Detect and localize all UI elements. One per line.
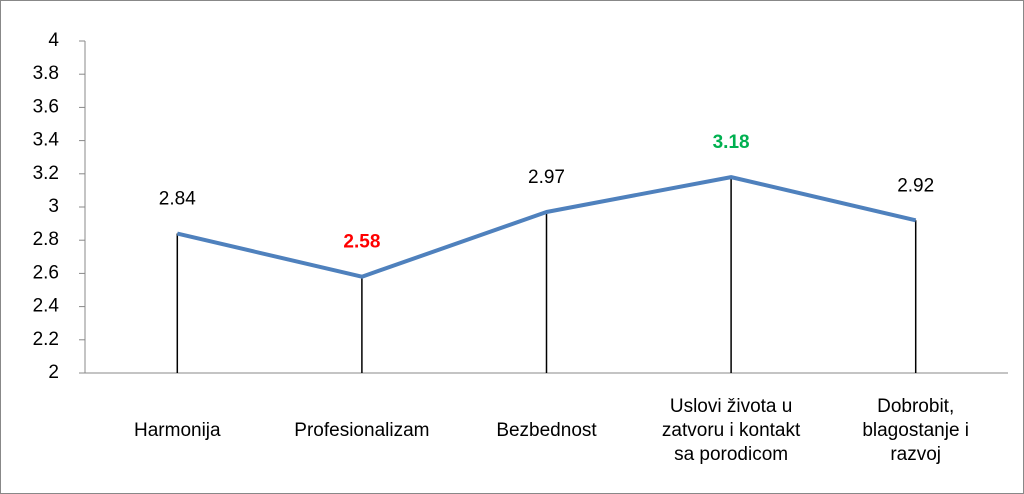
x-tick-label: Profesionalizam	[294, 420, 430, 441]
y-tick-label: 3.6	[33, 96, 59, 117]
x-tick-label: Bezbednost	[496, 420, 597, 441]
y-tick-label: 3.8	[33, 63, 59, 84]
y-tick-label: 4	[48, 30, 59, 51]
x-tick-label: Harmonija	[134, 420, 221, 441]
y-tick-label: 2.2	[33, 329, 59, 350]
data-label: 2.97	[528, 167, 565, 188]
y-tick-label: 3.2	[33, 163, 59, 184]
y-tick-label: 3.4	[33, 130, 60, 151]
x-tick-label: Uslovi života u zatvoru i kontakt sa por…	[661, 396, 801, 465]
data-label: 2.84	[159, 189, 196, 210]
data-line	[176, 175, 917, 279]
y-tick-label: 2.4	[33, 296, 60, 317]
data-label: 2.92	[897, 175, 934, 196]
data-label: 2.58	[343, 232, 380, 253]
y-tick-label: 2.8	[33, 229, 59, 250]
y-tick-label: 2.6	[33, 262, 59, 283]
y-tick-label: 2	[48, 362, 59, 383]
x-tick-label: Dobrobit, blagostanje i razvoj	[862, 396, 970, 465]
data-label: 3.18	[713, 132, 750, 153]
y-tick-label: 3	[48, 196, 59, 217]
